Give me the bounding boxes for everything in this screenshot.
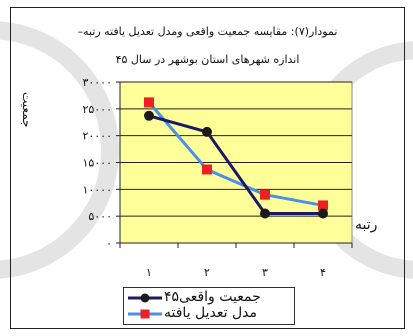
legend-label-actual: جمعیت واقعی۴۵ <box>164 289 261 305</box>
legend-item-model: مدل تعدیل یافته <box>128 305 294 323</box>
chart-frame <box>10 7 405 329</box>
y-tick-label: ۲۰۰۰۰ <box>82 130 112 143</box>
legend-label-model: مدل تعدیل یافته <box>164 305 258 321</box>
chart-title: نمودار(۷): مقایسه جمعیت واقعی ومدل تعدیل… <box>77 25 338 38</box>
data-point-actual <box>202 126 212 137</box>
data-point-model <box>144 97 154 108</box>
x-tick-label: ۲ <box>204 266 210 279</box>
legend-swatch-actual <box>128 293 162 303</box>
legend-item-actual: جمعیت واقعی۴۵ <box>128 289 294 307</box>
data-point-model <box>318 200 328 211</box>
y-tick-label: ۱۰۰۰۰ <box>82 183 112 196</box>
data-point-model <box>260 189 270 200</box>
legend-swatch-model <box>128 309 162 319</box>
x-axis-label: رتبه <box>355 217 378 233</box>
y-tick-label: ۱۵۰۰۰ <box>82 157 112 170</box>
data-point-model <box>202 164 212 175</box>
y-tick-label: ۰ <box>106 237 112 250</box>
x-tick-label: ۳ <box>262 266 268 279</box>
data-point-actual <box>144 110 154 121</box>
y-tick-label: ۲۵۰۰۰ <box>82 103 112 116</box>
data-point-actual <box>318 208 328 219</box>
y-tick-label: ۵۰۰۰ <box>88 210 112 223</box>
y-tick-label: ۳۰۰۰۰ <box>82 76 112 89</box>
chart-subtitle: اندازه شهرهای استان بوشهر در سال ۴۵ <box>115 53 300 66</box>
series-line-model <box>147 101 324 207</box>
x-tick-label: ۱ <box>146 266 152 279</box>
data-point-actual <box>260 208 270 219</box>
x-tick-label: ۴ <box>320 266 326 279</box>
series-line-actual <box>148 114 323 215</box>
legend: جمعیت واقعی۴۵ مدل تعدیل یافته <box>123 287 295 325</box>
